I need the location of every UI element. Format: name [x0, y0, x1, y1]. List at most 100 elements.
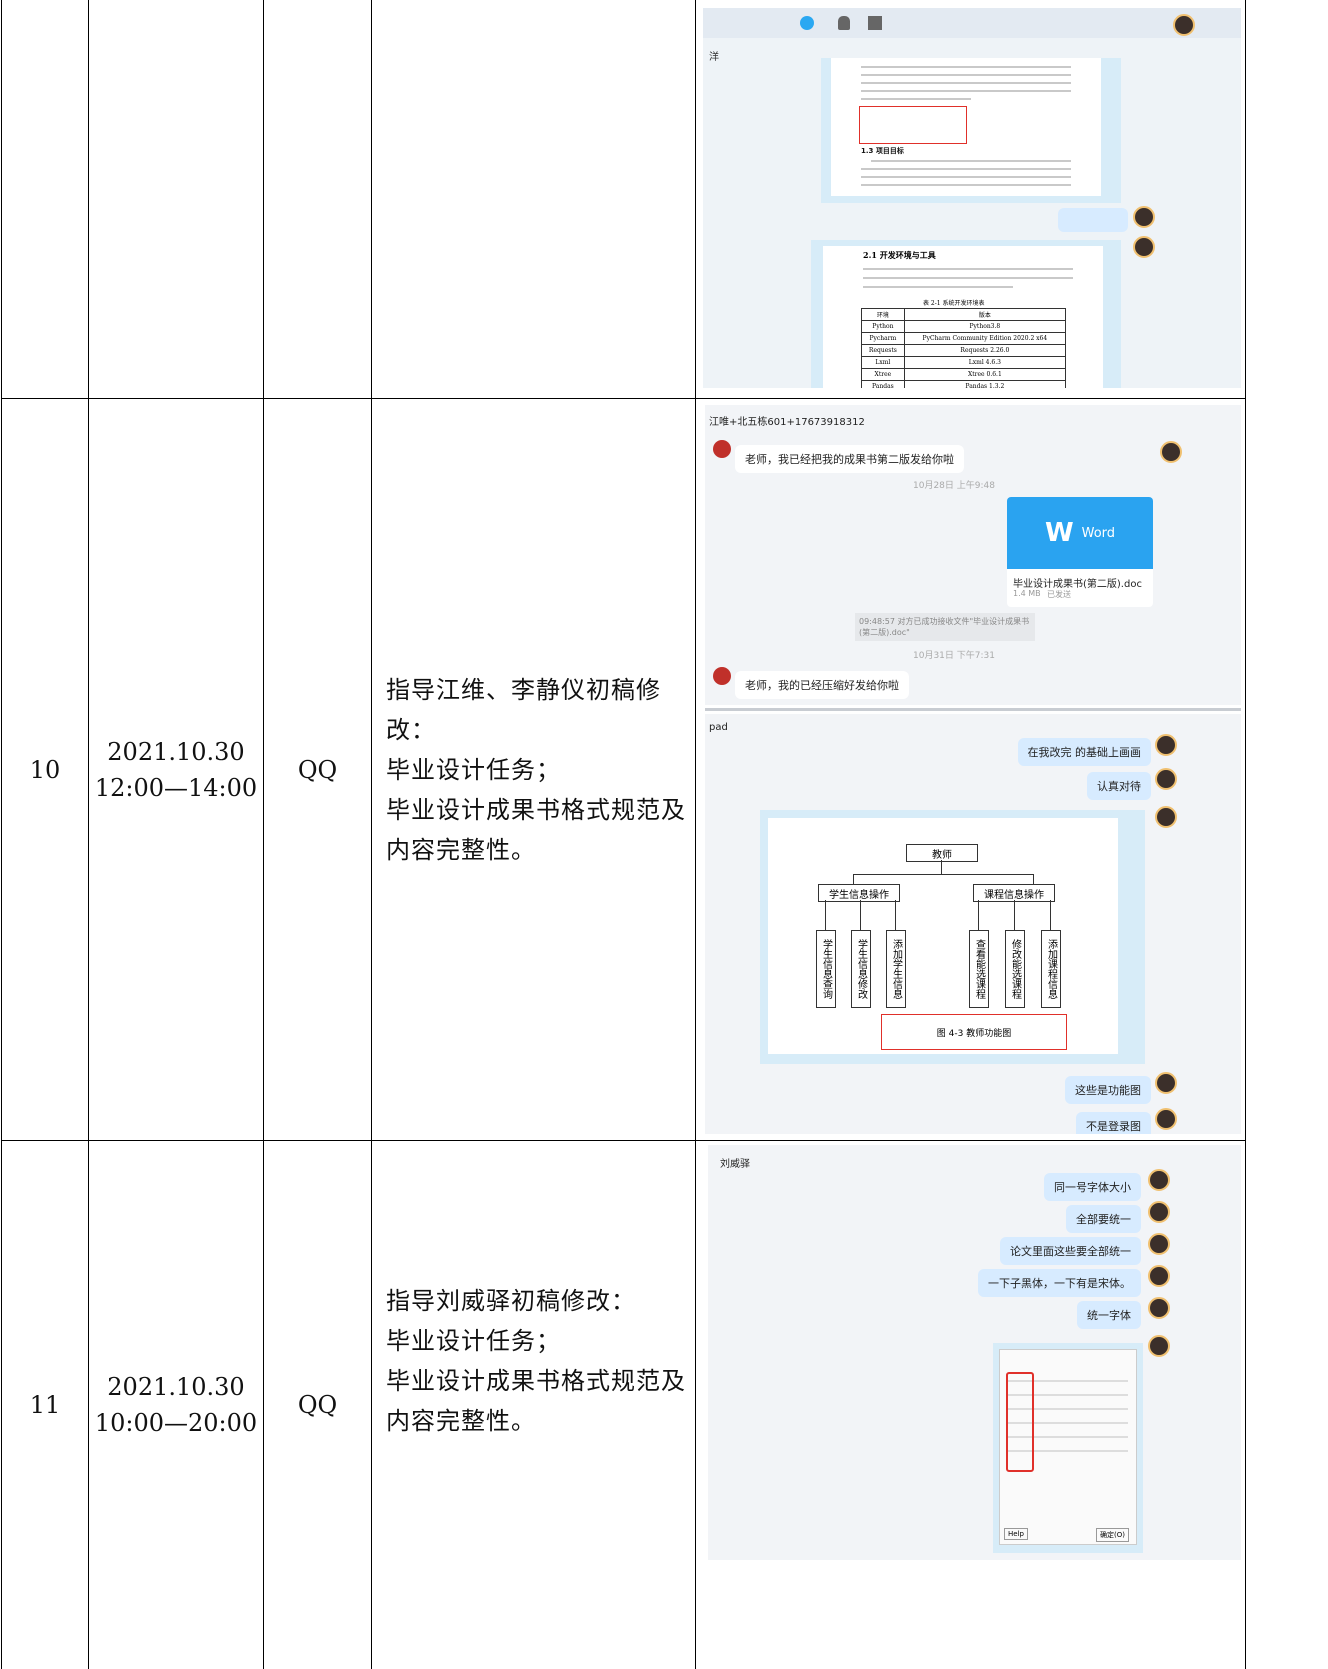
avatar [1148, 1201, 1170, 1223]
doc-table-cell: Lxml 4.6.3 [903, 356, 1067, 369]
divider [705, 708, 1241, 711]
doc-table-cell: Pycharm [861, 332, 905, 345]
doc-page: 1.3 项目目标 [831, 58, 1101, 196]
avatar [1148, 1297, 1170, 1319]
doc-table: 环境 版本 Python Python3.8 Pycharm PyCharm Commun… [861, 308, 1067, 388]
toolbar [703, 8, 1241, 38]
doc-table-row: Python Python3.8 [861, 320, 1067, 333]
heading: 1.3 项目目标 [861, 147, 904, 155]
doc-table-cell: Pandas 1.3.2 [903, 380, 1067, 388]
table-border [1, 0, 2, 1669]
image: 2.1 开发环境与工具 表 2-1 系统开发环境表 环境 版本 Python Pyth… [811, 240, 1121, 388]
diagram-caption: 图 4-3 教师功能图 [881, 1014, 1067, 1050]
doc-table-cell: Xtree [861, 368, 905, 381]
doc-table-cell: Requests 2.26.0 [903, 344, 1067, 357]
screenshot: 刘威驿 同一号字体大小 全部要统一 论文里面这些要全部统一 一下子黑体，一下有是… [708, 1145, 1241, 1560]
image: 1.3 项目目标 [821, 58, 1121, 203]
avatar [1155, 1072, 1177, 1094]
date: 2021.10.30 [107, 1373, 245, 1401]
doc-table-cell: PyCharm Community Edition 2020.2 x64 [903, 332, 1067, 345]
message: 全部要统一 [1066, 1205, 1141, 1233]
notice: 09:48:57 对方已成功接收文件"毕业设计成果书(第二版).doc" [855, 613, 1035, 641]
diagram-node: 教师 [906, 844, 978, 862]
table-border [1, 1140, 1246, 1141]
file-status: 已发送 [1047, 590, 1071, 599]
doc-table-cell: Xtree 0.6.1 [903, 368, 1067, 381]
doc-page: 教师 学生信息操作 课程信息操作 学生信息查询 学生信息修改 添加学生信息 查看… [768, 818, 1118, 1054]
date-cell: 2021.10.30 10:00—20:00 [89, 1141, 263, 1669]
icon [838, 16, 850, 30]
doc-table-row: Pycharm PyCharm Community Edition 2020.2 … [861, 332, 1067, 345]
screenshot: 江唯+北五栋601+17673918312 老师，我已经把我的成果书第二版发给你… [705, 405, 1241, 705]
message: 老师，我已经把我的成果书第二版发给你啦 [735, 445, 964, 473]
help-button[interactable]: Help [1004, 1528, 1028, 1540]
avatar [1155, 734, 1177, 756]
doc-table-cell: Requests [861, 344, 905, 357]
file-size: 1.4 MB [1013, 589, 1041, 598]
file-icon: W Word [1007, 497, 1153, 569]
icon [800, 16, 814, 30]
content: 指导刘威驿初稿修改： 毕业设计任务； 毕业设计成果书格式规范及内容完整性。 [386, 1141, 686, 1581]
doc-table-cell: Pandas [861, 380, 905, 388]
table-border [371, 0, 372, 1669]
content: 指导江维、李静仪初稿修改： 毕业设计任务； 毕业设计成果书格式规范及内容完整性。 [386, 399, 686, 1140]
icon [868, 16, 882, 30]
avatar [1148, 1233, 1170, 1255]
highlight [859, 106, 967, 144]
avatar [1155, 806, 1177, 828]
time: 10:00—20:00 [94, 1409, 258, 1437]
content-line: 毕业设计任务； [386, 1327, 561, 1355]
doc-table-cell: 环境 [861, 308, 905, 321]
screenshot: pad 在我改完 的基础上画画 认真对待 教师 学生信息操作 课程信息操作 学生… [705, 714, 1241, 1134]
dialog: Help 确定(O) [999, 1349, 1137, 1545]
diagram-node: 查看能选课程 [969, 930, 989, 1008]
contact: 刘威驿 [720, 1159, 750, 1170]
doc-table-row: Xtree Xtree 0.6.1 [861, 368, 1067, 381]
avatar [1133, 206, 1155, 228]
row-number: 11 [29, 1391, 61, 1419]
doc-table-row: Lxml Lxml 4.6.3 [861, 356, 1067, 369]
highlight [1006, 1372, 1034, 1472]
timestamp: 10月31日 下午7:31 [913, 651, 995, 661]
avatar [1148, 1169, 1170, 1191]
ok-button[interactable]: 确定(O) [1096, 1528, 1129, 1542]
message: 不是登录图 [1076, 1112, 1151, 1134]
doc-table-cell: Python [861, 320, 905, 333]
content-line: 指导江维、李静仪初稿修改： [386, 675, 661, 744]
time: 12:00—14:00 [94, 773, 258, 802]
contact: 江唯+北五栋601+17673918312 [709, 417, 865, 428]
doc-table-row: 环境 版本 [861, 308, 1067, 321]
doc-table-cell: Python3.8 [903, 320, 1067, 333]
message: 这些是功能图 [1065, 1076, 1151, 1104]
date: 2021.10.30 [107, 737, 245, 766]
content-line: 毕业设计任务； [386, 755, 561, 784]
avatar [713, 667, 731, 685]
heading: 2.1 开发环境与工具 [863, 250, 936, 260]
avatar [1155, 1108, 1177, 1130]
file-card: W Word 毕业设计成果书(第二版).doc 1.4 MB 已发送 [1007, 497, 1153, 607]
file-name: 毕业设计成果书(第二版).doc [1013, 579, 1142, 590]
diagram-node: 学生信息修改 [851, 930, 871, 1008]
avatar [1173, 14, 1195, 36]
voice-message [1058, 208, 1128, 232]
avatar [1148, 1335, 1170, 1357]
doc-page: 2.1 开发环境与工具 表 2-1 系统开发环境表 环境 版本 Python Pyth… [823, 246, 1103, 388]
contact: 洋 [709, 52, 719, 63]
screenshot: 洋 1.3 项目目标 2.1 开发环境与工具 表 2-1 系统开发环境表 环境版… [703, 8, 1241, 388]
avatar [713, 440, 731, 458]
table-border [695, 0, 696, 1669]
content-line: 毕业设计成果书格式规范及内容完整性。 [386, 795, 686, 864]
message: 在我改完 的基础上画画 [1017, 738, 1151, 766]
diagram-node: 添加学生信息 [886, 930, 906, 1008]
table-border [88, 0, 89, 1669]
diagram-node: 学生信息查询 [816, 930, 836, 1008]
message: 论文里面这些要全部统一 [1000, 1237, 1141, 1265]
image: Help 确定(O) [993, 1343, 1143, 1553]
image: 教师 学生信息操作 课程信息操作 学生信息查询 学生信息修改 添加学生信息 查看… [760, 810, 1145, 1064]
message: 老师，我的已经压缩好发给你啦 [735, 671, 909, 699]
avatar [1148, 1265, 1170, 1287]
content-line: 毕业设计成果书格式规范及内容完整性。 [386, 1367, 686, 1435]
date-cell: 2021.10.30 12:00—14:00 [89, 399, 263, 1140]
avatar [1133, 236, 1155, 258]
